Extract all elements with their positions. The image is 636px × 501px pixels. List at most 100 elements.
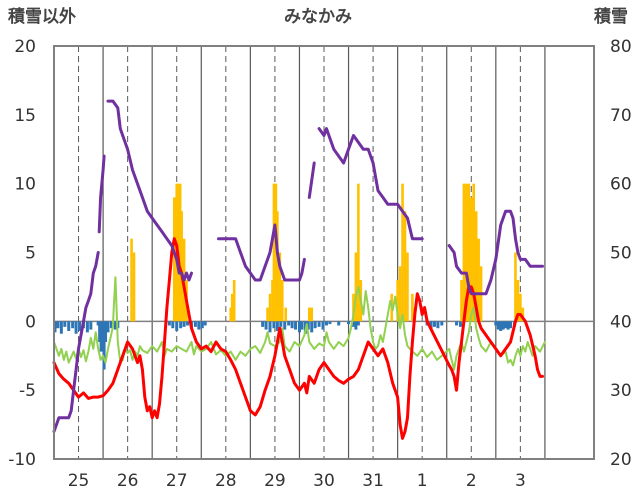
sunshine-bar <box>99 321 103 352</box>
precip-bar <box>472 183 476 322</box>
precip-bar <box>406 252 409 322</box>
sunshine-bar <box>104 321 108 342</box>
sunshine-bar <box>501 321 505 330</box>
sunshine-bar <box>197 321 201 330</box>
precip-bar <box>462 183 466 322</box>
precip-bar <box>180 211 183 322</box>
sunshine-bar <box>300 321 304 330</box>
sunshine-bar <box>504 321 508 329</box>
sunshine-bar <box>324 321 328 326</box>
snow-depth-line <box>97 154 106 234</box>
sunshine-bar <box>272 321 276 329</box>
precip-bar <box>268 293 272 322</box>
sunshine-bar <box>283 321 287 330</box>
precip-bar <box>310 307 314 322</box>
sunshine-bar <box>193 321 197 327</box>
x-tick-label: 3 <box>515 471 526 491</box>
sunshine-bar <box>109 321 113 329</box>
sunshine-bar <box>89 321 93 330</box>
precip-bar <box>357 183 360 322</box>
precip-bar <box>465 183 468 322</box>
sunshine-bar <box>268 321 272 333</box>
sunshine-bar <box>506 321 510 330</box>
plot-frame <box>53 45 595 460</box>
precip-bar <box>276 211 279 322</box>
precip-bar <box>396 280 399 322</box>
sunshine-bar <box>455 321 459 326</box>
sunshine-bar <box>337 321 341 326</box>
sunshine-bar <box>56 321 60 329</box>
sunshine-bar <box>279 321 283 327</box>
sunshine-bar <box>313 321 317 329</box>
sunshine-bar <box>310 321 314 333</box>
sunshine-bar <box>321 321 325 330</box>
sunshine-bar <box>429 321 433 330</box>
wind-line <box>53 276 546 371</box>
sunshine-bar <box>186 321 190 326</box>
plot-border <box>53 45 595 460</box>
x-tick-label: 29 <box>264 471 286 491</box>
precip-bar <box>521 307 525 322</box>
precip-bar <box>398 266 402 322</box>
precip-bar <box>467 183 471 322</box>
x-tick-label: 27 <box>166 471 188 491</box>
sunshine-bar <box>74 321 78 334</box>
precip-bar <box>460 280 463 322</box>
sunshine-bar <box>200 321 204 329</box>
left-tick-label: -10 <box>8 450 36 470</box>
sunshine-bar <box>167 321 171 326</box>
precip-bar <box>229 307 233 322</box>
precip-bar <box>411 293 414 322</box>
sunshine-bar <box>356 321 360 326</box>
snow-depth-line <box>317 127 424 241</box>
sunshine-bar <box>496 321 500 330</box>
sunshine-bar <box>432 321 436 327</box>
right-tick-label: 20 <box>610 450 632 470</box>
snow-depth-line <box>52 251 100 433</box>
sunshine-bar <box>264 321 268 330</box>
sunshine-bar <box>102 321 106 370</box>
x-tick-label: 31 <box>362 471 384 491</box>
snow-depth-line <box>307 161 316 199</box>
sunshine-bar <box>63 321 67 327</box>
left-tick-label: 10 <box>14 175 36 195</box>
sunshine-bar <box>171 321 175 329</box>
x-tick-label: 1 <box>417 471 428 491</box>
precip-bar <box>278 252 282 322</box>
right-tick-label: 30 <box>610 381 632 401</box>
precip-bar <box>474 211 478 322</box>
sunshine-bar <box>354 321 358 330</box>
precip-bar <box>272 183 276 322</box>
sunshine-bar <box>71 321 75 329</box>
sunshine-bar <box>499 321 503 331</box>
x-tick-label: 25 <box>68 471 90 491</box>
precip-bar <box>354 252 358 322</box>
left-tick-label: 5 <box>25 244 36 264</box>
sunshine-bar <box>175 321 179 331</box>
sunshine-bar <box>294 321 298 330</box>
sunshine-bar <box>290 321 294 329</box>
x-tick-label: 26 <box>117 471 139 491</box>
sunshine-bar <box>78 321 82 331</box>
sunshine-bar <box>182 321 186 327</box>
x-tick-label: 2 <box>466 471 477 491</box>
snow-depth-line <box>106 99 193 282</box>
sunshine-bar <box>328 321 332 325</box>
right-axis-title: 積雪 <box>594 6 628 27</box>
precip-bar <box>132 252 136 322</box>
series-lines <box>52 99 546 440</box>
x-tick-label: 30 <box>313 471 335 491</box>
temperature-line <box>52 237 544 440</box>
right-tick-label: 40 <box>610 312 632 332</box>
right-tick-label: 60 <box>610 175 632 195</box>
sunshine-bar <box>179 321 183 329</box>
right-tick-label: 80 <box>610 37 632 57</box>
sunshine-bar <box>287 321 291 326</box>
sunshine-bar <box>440 321 444 326</box>
left-tick-label: 20 <box>14 37 36 57</box>
precip-bar <box>519 293 522 322</box>
snow-depth-line <box>447 209 544 296</box>
sunshine-bar <box>347 321 351 325</box>
